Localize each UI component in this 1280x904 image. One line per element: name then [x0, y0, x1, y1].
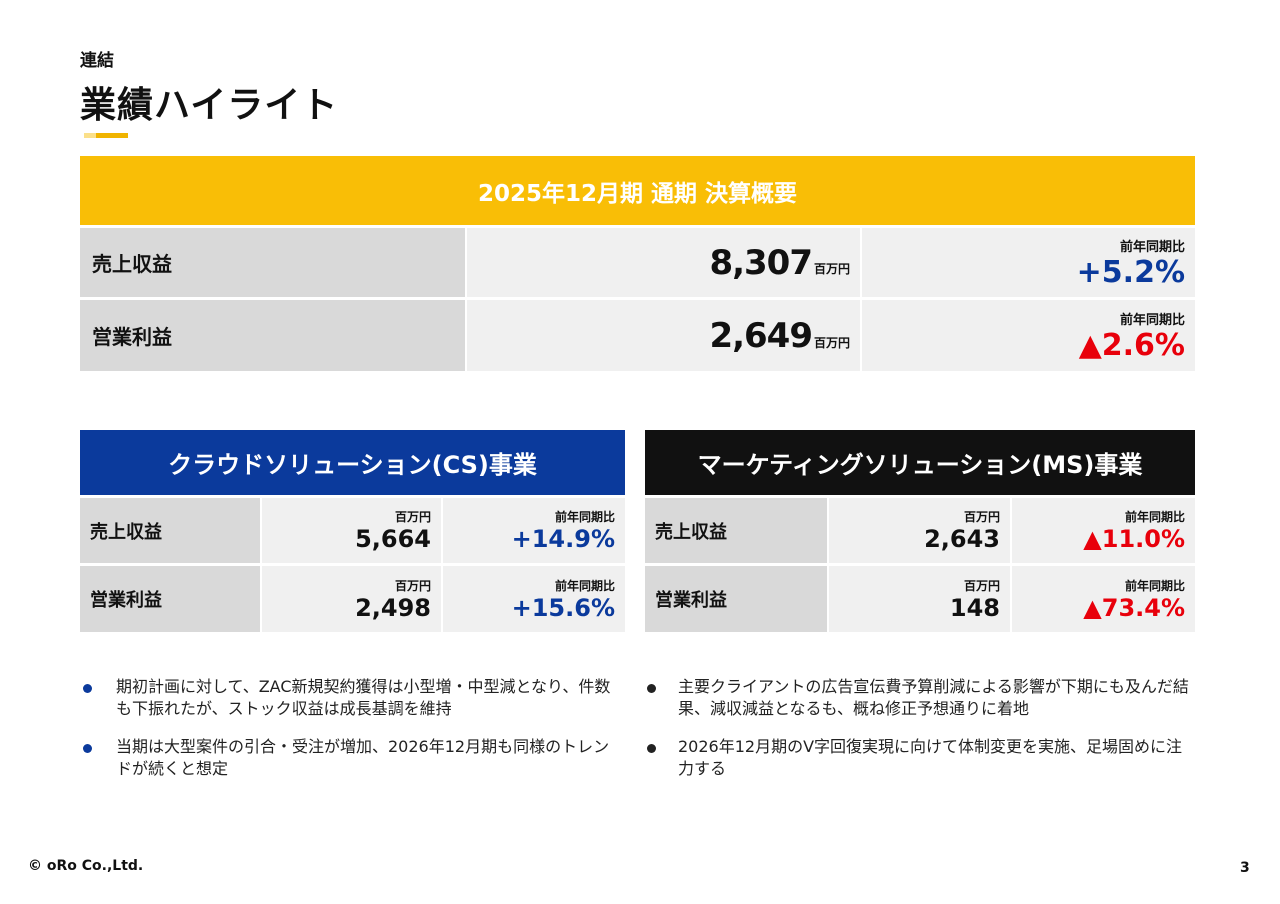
- bullet-icon: [83, 744, 92, 753]
- unit: 百万円: [394, 510, 431, 524]
- yoy-label: 前年同期比: [554, 578, 615, 593]
- ms-yoy-revenue: 前年同期比 ▲11.0%: [1012, 498, 1195, 563]
- yoy-value: ▲2.6%: [1078, 327, 1185, 363]
- cs-label-revenue: 売上収益: [80, 498, 260, 563]
- value: 2,643: [924, 525, 1000, 553]
- cs-value-revenue: 百万円 5,664: [262, 498, 441, 563]
- page-title: 業績ハイライト: [80, 85, 339, 126]
- bullet-icon: [647, 744, 656, 753]
- section-label: 連結: [80, 51, 114, 71]
- bullet-icon: [647, 684, 656, 693]
- accent-bar: [96, 133, 128, 138]
- summary-label-revenue: 売上収益: [80, 228, 465, 297]
- yoy-label: 前年同期比: [554, 510, 615, 524]
- yoy-value: ▲11.0%: [1083, 525, 1185, 553]
- cs-yoy-op-income: 前年同期比 +15.6%: [443, 566, 625, 632]
- unit: 百万円: [813, 262, 850, 276]
- page-number: 3: [1240, 860, 1250, 876]
- unit: 百万円: [963, 578, 1000, 593]
- ms-label-revenue: 売上収益: [645, 498, 827, 563]
- summary-label-op-income: 営業利益: [80, 300, 465, 371]
- ms-bullet: 2026年12月期のV字回復実現に向けて体制変更を実施、足場固めに注力する: [678, 737, 1183, 778]
- value: 2,498: [355, 593, 431, 622]
- bullet-icon: [83, 684, 92, 693]
- accent-bar-light: [84, 133, 96, 138]
- copyright: © oRo Co.,Ltd.: [28, 858, 144, 874]
- summary-value-op-income: 2,649 百万円: [467, 300, 860, 371]
- summary-yoy-revenue: 前年同期比 +5.2%: [862, 228, 1195, 297]
- unit: 百万円: [394, 578, 431, 593]
- cs-segment-header: クラウドソリューション(CS)事業: [80, 430, 625, 495]
- cs-label-op-income: 営業利益: [80, 566, 260, 632]
- yoy-label: 前年同期比: [1119, 239, 1185, 255]
- cs-bullet: 期初計画に対して、ZAC新規契約獲得は小型増・中型減となり、件数も下振れたが、ス…: [116, 677, 611, 718]
- ms-value-op-income: 百万円 148: [829, 566, 1010, 632]
- cs-value-op-income: 百万円 2,498: [262, 566, 441, 632]
- value: 148: [949, 593, 1000, 622]
- value: 2,649: [709, 315, 813, 356]
- unit: 百万円: [813, 336, 850, 350]
- yoy-value: ▲73.4%: [1083, 593, 1185, 622]
- value: 8,307: [709, 242, 813, 283]
- ms-label-op-income: 営業利益: [645, 566, 827, 632]
- yoy-value: +5.2%: [1076, 254, 1185, 290]
- yoy-value: +15.6%: [511, 593, 615, 622]
- yoy-label: 前年同期比: [1119, 312, 1185, 328]
- summary-value-revenue: 8,307 百万円: [467, 228, 860, 297]
- unit: 百万円: [963, 510, 1000, 524]
- ms-yoy-op-income: 前年同期比 ▲73.4%: [1012, 566, 1195, 632]
- cs-bullet: 当期は大型案件の引合・受注が増加、2026年12月期も同様のトレンドが続くと想定: [116, 737, 610, 778]
- yoy-label: 前年同期比: [1124, 578, 1185, 593]
- yoy-label: 前年同期比: [1124, 510, 1185, 524]
- cs-yoy-revenue: 前年同期比 +14.9%: [443, 498, 625, 563]
- ms-bullet: 主要クライアントの広告宣伝費予算削減による影響が下期にも及んだ結果、減収減益とな…: [678, 677, 1189, 718]
- summary-banner: 2025年12月期 通期 決算概要: [80, 156, 1195, 225]
- ms-value-revenue: 百万円 2,643: [829, 498, 1010, 563]
- ms-segment-header: マーケティングソリューション(MS)事業: [645, 430, 1195, 495]
- yoy-value: +14.9%: [511, 525, 615, 553]
- value: 5,664: [355, 525, 431, 553]
- summary-yoy-op-income: 前年同期比 ▲2.6%: [862, 300, 1195, 371]
